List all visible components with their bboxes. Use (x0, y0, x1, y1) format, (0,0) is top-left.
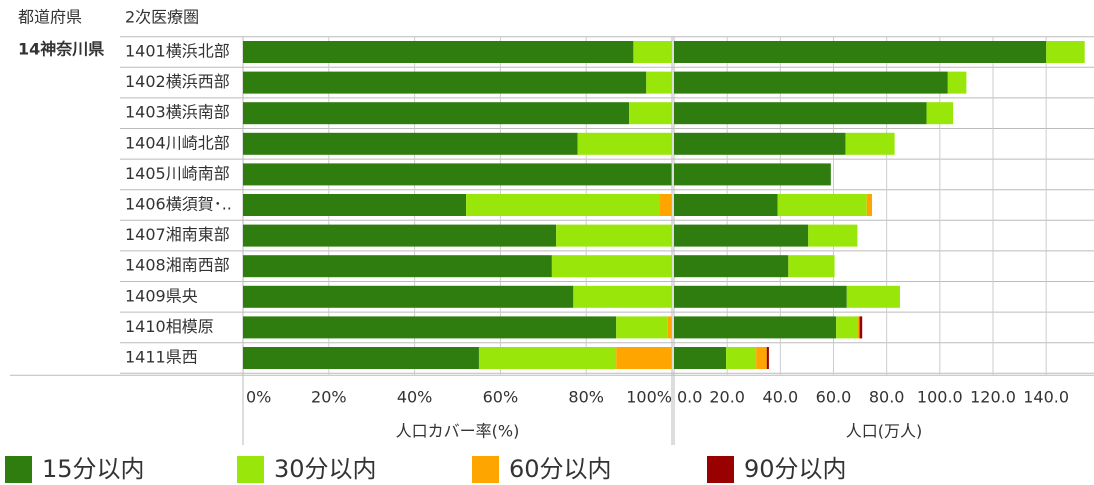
category-label: 1402横浜西部 (125, 72, 230, 91)
legend-swatch (472, 456, 499, 483)
bar-segment (633, 41, 672, 63)
x-tick-label: 0% (246, 388, 271, 407)
bar-segment (674, 316, 837, 339)
legend-swatch (237, 456, 264, 483)
bar-segment (947, 71, 967, 94)
bar-segment (243, 194, 467, 216)
x-tick-label: 100.0 (917, 388, 963, 407)
bar-segment (243, 71, 647, 94)
bar-segment (466, 194, 660, 216)
x-tick-label: 80.0 (869, 388, 905, 407)
bar-segment (243, 316, 617, 339)
bar-segment (243, 347, 479, 369)
bar-segment (808, 224, 858, 247)
bar-segment (674, 255, 789, 278)
x-tick-label: 120.0 (970, 388, 1016, 407)
category-label: 1409県央 (125, 286, 198, 305)
header: 都道府県 (18, 8, 82, 27)
legend-swatch (5, 456, 32, 483)
bar-segment (726, 347, 757, 369)
x-tick-label: 40.0 (763, 388, 799, 407)
legend-label: 90分以内 (744, 455, 847, 483)
bar-segment (859, 316, 863, 339)
x-tick-label: 80% (568, 388, 604, 407)
bar-segment (243, 255, 552, 278)
bar-segment (845, 132, 895, 155)
bar-segment (243, 102, 630, 125)
bar-segment (674, 285, 847, 308)
bar-segment (243, 132, 578, 155)
category-label: 1405川崎南部 (125, 164, 230, 183)
bar-segment (478, 347, 617, 369)
x-axis-label: 人口(万人) (846, 422, 923, 441)
x-tick-label: 20.0 (709, 388, 745, 407)
category-label: 1408湘南西部 (125, 256, 230, 275)
legend-label: 15分以内 (42, 455, 145, 483)
bar-segment (674, 132, 846, 155)
bar-segment (836, 316, 858, 339)
x-tick-label: 140.0 (1023, 388, 1069, 407)
bar-segment (243, 285, 574, 308)
legend-label: 60分以内 (509, 455, 612, 483)
bar-segment (243, 41, 634, 63)
bar-segment (577, 132, 672, 155)
legend-label: 30分以内 (274, 455, 377, 483)
category-label: 1404川崎北部 (125, 133, 230, 152)
x-tick-label: 100% (626, 388, 672, 407)
prefecture-label: 14神奈川県 (18, 40, 104, 59)
bar-segment (857, 316, 860, 339)
bar-segment (766, 347, 769, 369)
bar-segment (551, 255, 672, 278)
category-label: 1411県西 (125, 348, 198, 367)
bar-segment (777, 194, 867, 216)
bar-segment (674, 163, 831, 186)
category-label: 1401横浜北部 (125, 42, 230, 61)
header: 2次医療圏 (125, 8, 199, 27)
x-axis-label: 人口カバー率(%) (396, 422, 520, 441)
bar-segment (788, 255, 835, 278)
bar-segment (866, 194, 873, 216)
x-tick-label: 40% (397, 388, 433, 407)
legend-swatch (707, 456, 734, 483)
bar-segment (243, 224, 557, 247)
x-tick-label: 0.0 (677, 388, 702, 407)
bar-segment (674, 102, 927, 125)
bar-segment (674, 41, 1047, 63)
bar-segment (1046, 41, 1085, 63)
category-label: 1406横須賀･.. (125, 195, 232, 214)
bar-segment (846, 285, 900, 308)
x-tick-label: 60.0 (816, 388, 852, 407)
bar-segment (629, 102, 672, 125)
bar-segment (616, 316, 668, 339)
bar-segment (674, 194, 778, 216)
x-tick-label: 60% (483, 388, 519, 407)
category-label: 1407湘南東部 (125, 225, 230, 244)
category-label: 1403横浜南部 (125, 103, 230, 122)
bar-segment (646, 71, 672, 94)
bar-segment (667, 316, 672, 339)
bar-segment (243, 163, 672, 186)
bar-segment (674, 224, 809, 247)
bar-segment (674, 71, 948, 94)
category-label: 1410相模原 (125, 317, 214, 336)
bar-segment (926, 102, 954, 125)
x-tick-label: 20% (311, 388, 347, 407)
bar-segment (616, 347, 672, 369)
bar-segment (556, 224, 672, 247)
bar-segment (573, 285, 672, 308)
bar-segment (756, 347, 767, 369)
bar-segment (674, 347, 727, 369)
bar-segment (659, 194, 672, 216)
